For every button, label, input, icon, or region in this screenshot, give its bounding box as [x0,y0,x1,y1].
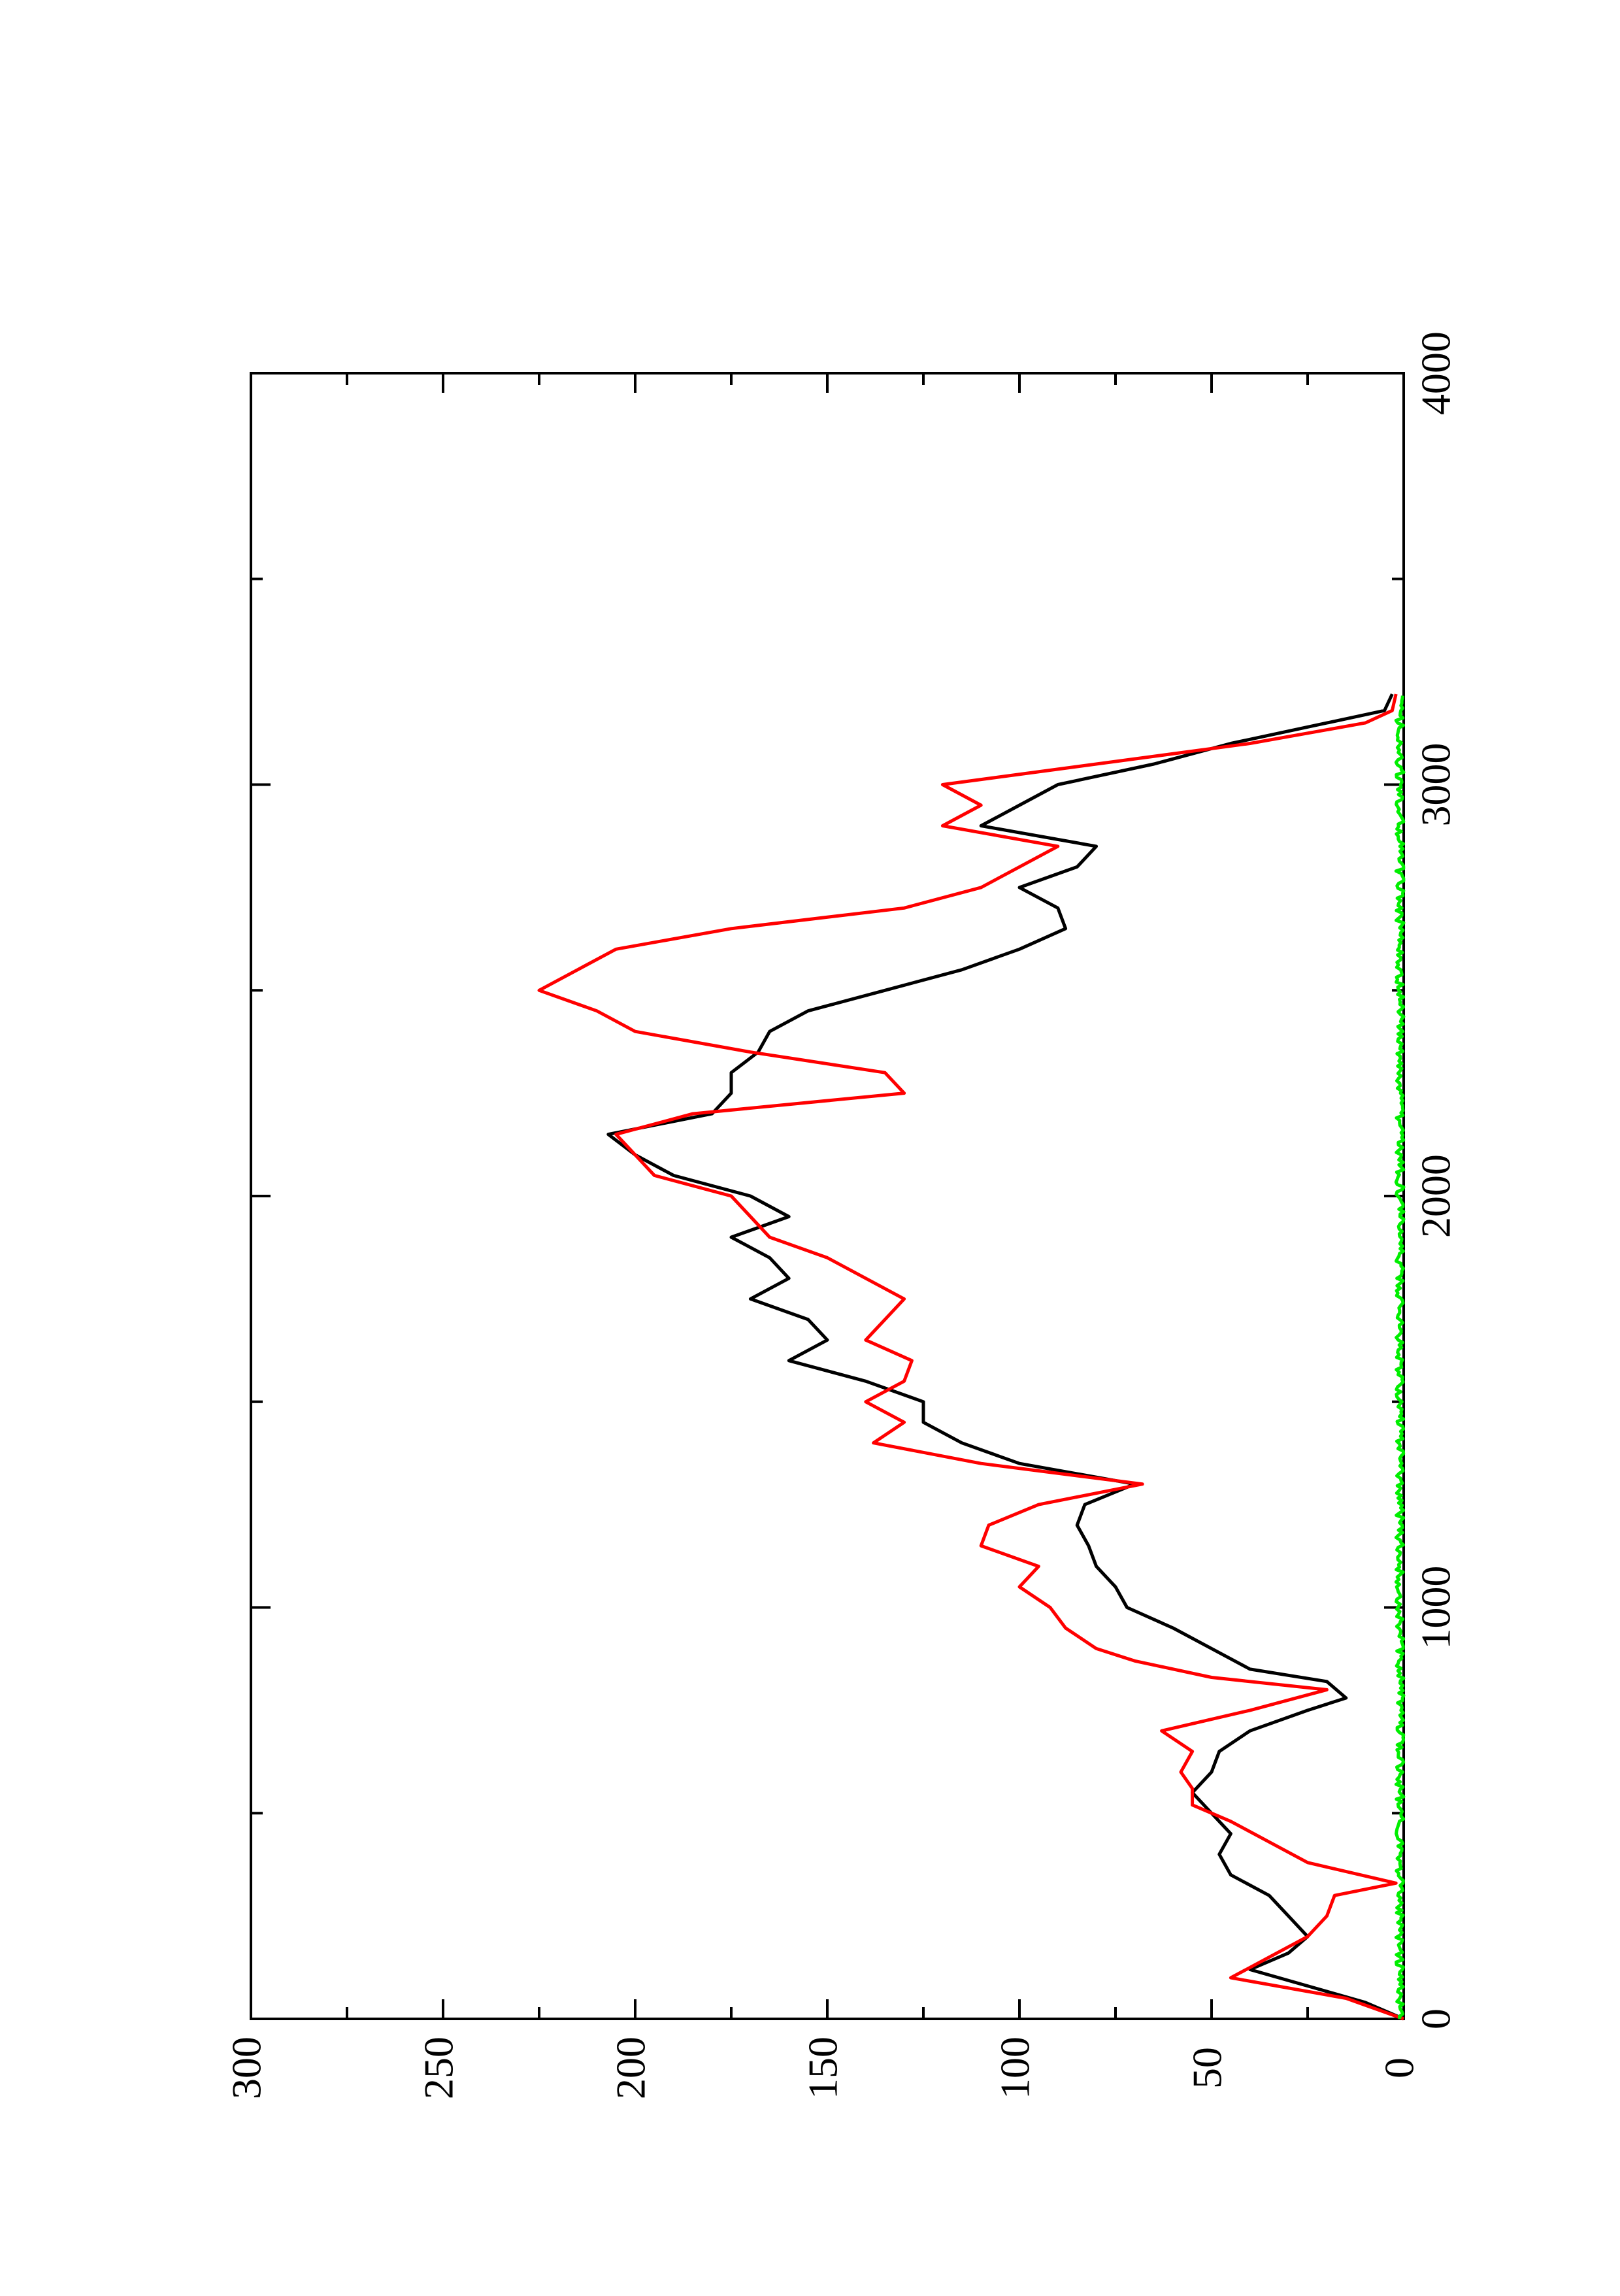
series-line-1 [537,693,1404,2021]
y-tick-label: 300 [223,2037,270,2099]
x-tick-label: 4000 [1413,331,1459,415]
x-tick-label: 2000 [1413,1154,1459,1238]
y-tick-label: 0 [1376,2057,1423,2078]
tick-marks [250,372,1405,2020]
y-tick-label: 200 [608,2037,654,2099]
tick-labels: 0 1000 2000 3000 4000 0 50 100 150 200 250 300 [223,331,1459,2099]
plot-frame [250,372,1405,2020]
series-line-2 [1394,695,1406,2020]
y-tick-label: 100 [992,2037,1038,2099]
series-line-0 [606,693,1404,2021]
x-tick-label: 0 [1413,2008,1459,2029]
y-tick-label: 50 [1184,2047,1231,2089]
y-tick-label: 250 [416,2037,462,2099]
x-tick-label: 3000 [1413,743,1459,827]
x-tick-label: 1000 [1413,1566,1459,1650]
y-tick-label: 150 [800,2037,846,2099]
series-layer [537,693,1406,2021]
